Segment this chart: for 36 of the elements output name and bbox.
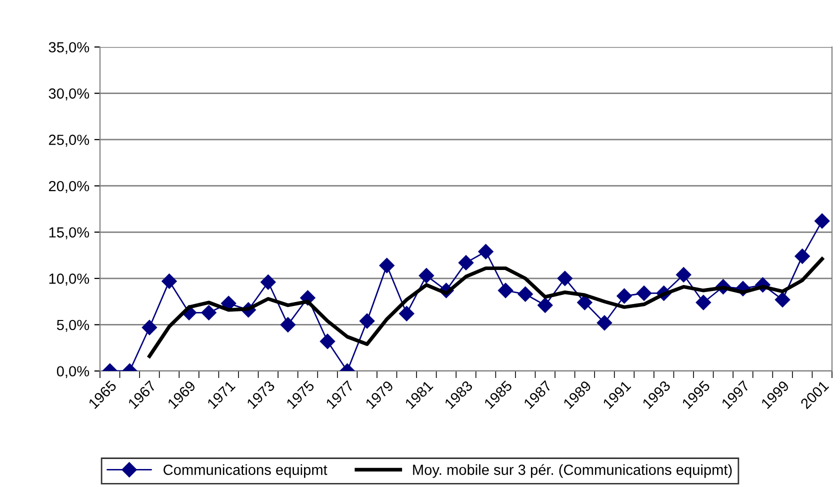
line-series — [148, 257, 824, 358]
point — [518, 286, 533, 302]
point — [616, 288, 632, 304]
point — [360, 313, 375, 329]
point — [596, 315, 612, 330]
y-tick-label: 25,0% — [48, 134, 90, 147]
point — [458, 255, 474, 270]
point — [498, 282, 514, 298]
point — [399, 306, 414, 322]
point — [201, 305, 216, 320]
y-tick-label: 20,0% — [48, 180, 90, 194]
point — [814, 213, 830, 229]
point — [280, 317, 296, 332]
legend-label: Moy. mobile sur 3 pér. (Communications equipmt) — [413, 464, 732, 478]
point — [142, 320, 158, 336]
y-tick-label: 10,0% — [49, 274, 90, 286]
y-tick-label: 35,0% — [48, 42, 90, 54]
point — [260, 274, 276, 290]
legend-label: Communications equipmt — [164, 464, 328, 478]
point — [696, 294, 711, 310]
point — [478, 244, 494, 260]
point — [418, 268, 434, 284]
point — [676, 267, 692, 282]
y-tick-label: 30,0% — [48, 88, 90, 100]
y-tick-label: 15,0% — [49, 227, 90, 240]
point — [557, 270, 572, 286]
point — [162, 274, 177, 289]
point — [774, 292, 790, 308]
point — [794, 248, 810, 264]
point — [636, 286, 652, 301]
y-tick-label: 0,0% — [56, 366, 90, 378]
y-tick-label: 5,0% — [56, 320, 90, 332]
point — [379, 258, 394, 274]
point — [538, 298, 553, 313]
point — [577, 294, 592, 310]
point — [320, 334, 336, 349]
